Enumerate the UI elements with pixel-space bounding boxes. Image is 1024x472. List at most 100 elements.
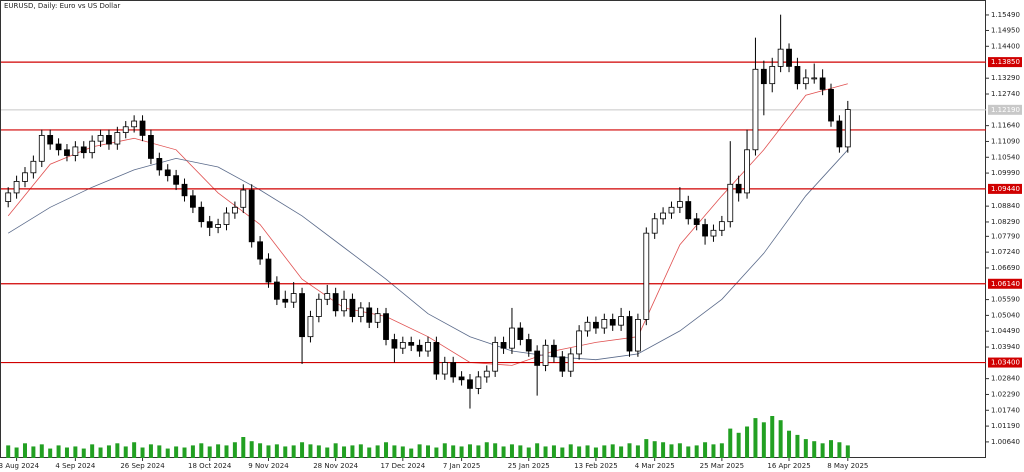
x-tick-label: 4 Mar 2025 — [635, 462, 675, 470]
candle-body — [794, 66, 801, 85]
x-tick-label: 25 Mar 2025 — [700, 462, 744, 470]
y-tick-label: 1.13290 — [991, 74, 1020, 82]
x-tick-label: 18 Oct 2024 — [188, 462, 232, 470]
volume-bar — [106, 445, 111, 458]
candle-body — [685, 201, 692, 220]
level-label: 1.03400 — [991, 359, 1020, 367]
level-tag — [988, 357, 1022, 368]
candle-body — [349, 298, 356, 317]
y-tick-label: 1.03940 — [991, 343, 1020, 351]
volume-bar — [694, 445, 699, 458]
candle-body — [257, 241, 263, 260]
volume-bar — [635, 445, 640, 458]
volume-bar — [652, 441, 657, 458]
volume-bar — [761, 422, 766, 458]
volume-bar — [31, 446, 36, 458]
candle-body — [156, 158, 163, 171]
y-tick-label: 1.04490 — [991, 327, 1020, 335]
level-label: 1.13850 — [991, 58, 1020, 66]
volume-bar — [787, 430, 792, 458]
candle-body — [357, 307, 364, 317]
candle-body — [727, 183, 734, 223]
volume-bar — [518, 445, 523, 458]
candle-body — [450, 362, 457, 378]
volume-bar — [602, 445, 607, 458]
volume-bar — [829, 440, 834, 458]
candle-body — [551, 344, 557, 358]
candle-body — [307, 316, 314, 338]
volume-bar — [417, 444, 422, 458]
candle-body — [609, 319, 616, 326]
candle-body — [299, 293, 305, 338]
candle-body — [332, 293, 339, 312]
candle-body — [38, 135, 45, 162]
candle-body — [693, 218, 700, 225]
volume-bar — [677, 443, 682, 458]
candle-body — [651, 218, 658, 234]
candle-body — [55, 143, 62, 151]
candle-body — [114, 132, 121, 145]
candle-body — [13, 181, 20, 194]
candle-body — [643, 232, 650, 320]
candle-body — [676, 201, 683, 208]
candle-body — [190, 195, 196, 208]
y-tick-label: 1.08840 — [991, 202, 1020, 210]
volume-bar — [274, 444, 279, 458]
volume-bar — [90, 444, 95, 458]
candle-body — [828, 89, 834, 122]
volume-bar — [442, 443, 447, 458]
volume-bar — [283, 446, 288, 458]
volume-bar — [123, 446, 128, 458]
y-tick-label: 1.10540 — [991, 153, 1020, 161]
volume-bar — [358, 444, 363, 458]
volume-bar — [459, 446, 464, 458]
volume-bar — [81, 448, 86, 458]
y-tick-label: 1.01190 — [991, 422, 1020, 430]
y-tick-label: 1.02290 — [991, 390, 1020, 398]
volume-bar — [753, 418, 758, 458]
candle-body — [64, 149, 70, 156]
volume-bar — [207, 446, 212, 458]
volume-bar — [148, 444, 153, 458]
volume-bar — [224, 445, 229, 458]
volume-bar — [560, 447, 565, 458]
candle-body — [341, 298, 347, 312]
candle-body — [500, 342, 507, 349]
volume-bar — [22, 443, 27, 458]
level-label: 1.09440 — [991, 185, 1020, 193]
y-tick-label: 1.14400 — [991, 42, 1020, 50]
volume-bar — [493, 443, 498, 458]
volume-bar — [812, 441, 817, 458]
volume-bar — [585, 445, 590, 458]
candle-body — [97, 135, 104, 142]
volume-bar — [56, 445, 61, 458]
candle-body — [525, 339, 532, 352]
candle-body — [181, 183, 188, 197]
candle-body — [635, 319, 641, 352]
candle-body — [5, 192, 12, 202]
volume-bar — [526, 447, 531, 458]
volume-bar — [426, 445, 430, 458]
volume-bar — [115, 443, 120, 458]
candle-body — [89, 140, 96, 154]
volume-bar — [484, 442, 489, 458]
plot-frame — [0, 0, 986, 458]
y-tick-label: 1.06690 — [991, 264, 1020, 272]
candle-body — [786, 48, 792, 67]
volume-bar — [316, 445, 321, 458]
candle-body — [374, 313, 381, 323]
x-tick-label: 13 Aug 2024 — [0, 462, 40, 470]
x-tick-label: 7 Jan 2025 — [443, 462, 481, 470]
candle-body — [752, 68, 759, 151]
candle-body — [399, 342, 406, 349]
volume-bar — [644, 439, 649, 458]
candle-body — [576, 330, 583, 355]
volume-bar — [770, 416, 775, 458]
volume-bar — [232, 442, 237, 458]
candle-body — [744, 149, 750, 194]
volume-bar — [467, 444, 472, 458]
candle-body — [30, 160, 37, 174]
candle-body — [517, 327, 524, 340]
y-tick-label: 1.01740 — [991, 406, 1020, 414]
